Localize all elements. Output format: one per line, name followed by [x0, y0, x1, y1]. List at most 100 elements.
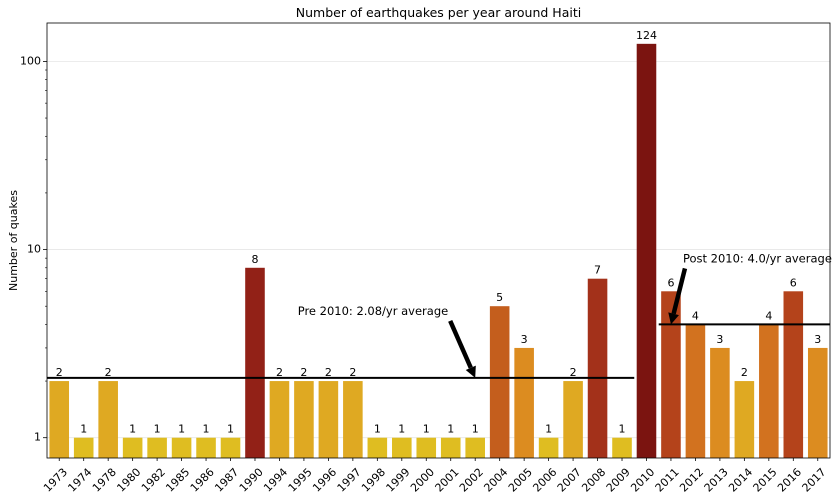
bar-2001 [440, 437, 461, 458]
y-axis-label: Number of quakes [7, 190, 20, 291]
bar-value-label: 6 [667, 276, 674, 289]
average-lines [47, 323, 830, 379]
annotation-arrow-head [668, 312, 679, 325]
bar-value-label: 7 [594, 264, 601, 277]
bar-value-label: 2 [325, 366, 332, 379]
bar-1974 [73, 437, 94, 458]
y-tick-label: 10 [27, 243, 41, 256]
bar-value-label: 1 [447, 423, 454, 436]
bar-2008 [587, 278, 608, 458]
bar-value-label: 1 [178, 423, 185, 436]
x-tick-label: 1998 [359, 466, 388, 495]
bar-1996 [318, 381, 339, 458]
bar-value-label: 2 [349, 366, 356, 379]
x-tick-label: 2011 [653, 466, 682, 495]
x-tick-label: 1999 [384, 466, 413, 495]
bar-2006 [538, 437, 559, 458]
x-tick-label: 2016 [775, 466, 804, 495]
bar-value-label: 1 [423, 423, 430, 436]
x-tick-label: 2001 [433, 466, 462, 495]
x-tick-label: 2009 [604, 466, 633, 495]
bar-2000 [416, 437, 437, 458]
bar-value-label: 2 [570, 366, 577, 379]
bar-value-label: 4 [765, 309, 772, 322]
bar-2012 [685, 324, 706, 458]
bar-1985 [171, 437, 192, 458]
annotation-text: Post 2010: 4.0/yr average [683, 251, 832, 265]
bar-2011 [661, 291, 681, 458]
x-tick-label: 2002 [457, 466, 486, 495]
bar-value-label: 2 [300, 366, 307, 379]
annotation-arrow-shaft [671, 267, 688, 315]
x-tick-label: 2000 [408, 466, 437, 495]
bar-2009 [612, 437, 632, 458]
x-tick-label: 1987 [212, 466, 241, 495]
x-tick-label: 2014 [726, 466, 755, 495]
y-tick-labels: 1 10 100 [20, 54, 47, 444]
bar-1987 [220, 437, 241, 458]
chart-title: Number of earthquakes per year around Ha… [296, 5, 581, 20]
bar-value-label: 1 [545, 423, 552, 436]
bar-2002 [465, 437, 485, 458]
bar-2017 [807, 347, 828, 458]
plot-frame [46, 22, 831, 459]
bar-2013 [710, 347, 730, 458]
bar-value-label: 5 [496, 291, 503, 304]
x-tick-label: 2005 [506, 466, 535, 495]
x-tick-label: 2017 [800, 466, 829, 495]
bar-value-label: 1 [154, 423, 161, 436]
x-tick-labels: 1973197419781980198219851986198719901994… [41, 458, 829, 495]
bar-value-label: 1 [619, 423, 626, 436]
annotation-arrow-shaft [448, 319, 473, 369]
bar-value-label: 6 [790, 276, 797, 289]
bar-1997 [343, 381, 363, 458]
x-tick-label: 1996 [310, 466, 339, 495]
bar-2007 [563, 381, 583, 458]
bar-value-label: 2 [741, 366, 748, 379]
bar-value-label: 124 [636, 29, 657, 42]
x-tick-label: 2013 [702, 466, 731, 495]
x-tick-label: 2006 [530, 466, 559, 495]
bar-1994 [269, 381, 290, 458]
x-tick-label: 2010 [628, 466, 657, 495]
bar-value-label: 4 [692, 309, 699, 322]
x-tick-label: 1997 [335, 466, 364, 495]
bar-1986 [196, 437, 216, 458]
bar-1999 [392, 437, 412, 458]
bar-value-label: 1 [227, 423, 234, 436]
bar-1998 [367, 437, 388, 458]
bars [49, 43, 828, 459]
bar-1978 [98, 381, 118, 458]
x-tick-label: 1973 [41, 466, 70, 495]
x-tick-label: 1974 [65, 466, 94, 495]
x-tick-label: 1980 [114, 466, 143, 495]
bar-value-label: 3 [521, 333, 528, 346]
x-tick-label: 1990 [237, 466, 266, 495]
bar-1980 [122, 437, 143, 458]
bar-value-label: 1 [129, 423, 136, 436]
x-tick-label: 2004 [481, 466, 510, 495]
annotation-text: Pre 2010: 2.08/yr average [298, 304, 448, 318]
bar-2016 [783, 291, 804, 458]
bar-value-label: 1 [374, 423, 381, 436]
x-tick-label: 1994 [261, 466, 290, 495]
x-tick-label: 1995 [286, 466, 315, 495]
bar-1995 [294, 381, 314, 458]
bar-value-label: 1 [398, 423, 405, 436]
x-tick-label: 1985 [163, 466, 192, 495]
bar-2004 [489, 306, 510, 458]
x-tick-label: 1978 [90, 466, 119, 495]
bar-value-label: 1 [203, 423, 210, 436]
x-tick-label: 1986 [188, 466, 217, 495]
bar-value-label: 3 [814, 333, 821, 346]
bar-value-label: 2 [105, 366, 112, 379]
bar-value-label: 2 [56, 366, 63, 379]
y-tick-label: 1 [34, 431, 41, 444]
annotations: Pre 2010: 2.08/yr average Post 2010: 4.0/… [298, 251, 832, 378]
bar-2014 [734, 381, 755, 458]
x-tick-label: 2012 [677, 466, 706, 495]
bar-2010 [636, 43, 657, 459]
bar-value-label: 2 [276, 366, 283, 379]
bar-value-label: 1 [80, 423, 87, 436]
